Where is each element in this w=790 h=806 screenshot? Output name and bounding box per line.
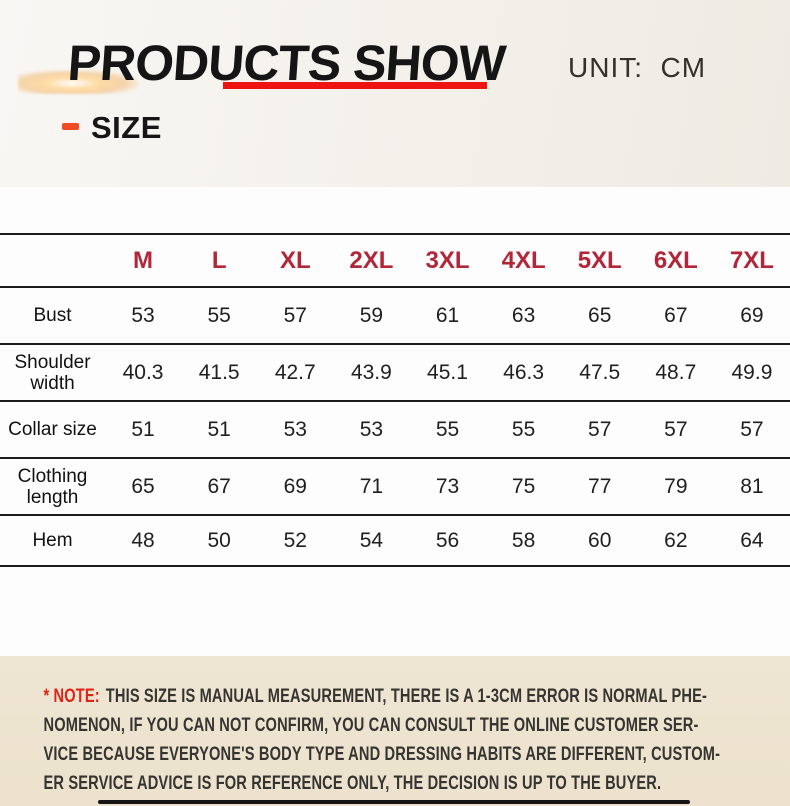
note-line: * NOTE: THIS SIZE IS MANUAL MEASUREMENT, … bbox=[43, 682, 707, 711]
page-title: PRODUCTS SHOW bbox=[65, 35, 507, 91]
size-value-cell: 57 bbox=[283, 303, 307, 327]
size-header-cell: 2XL bbox=[349, 246, 394, 274]
note-section: * NOTE: THIS SIZE IS MANUAL MEASUREMENT, … bbox=[0, 656, 790, 806]
size-value-cell: 56 bbox=[435, 528, 460, 552]
note-line: VICE BECAUSE EVERYONE'S BODY TYPE AND DR… bbox=[43, 743, 721, 765]
table-row-collar-size: Collar size 51 51 53 53 55 55 57 57 57 bbox=[0, 400, 790, 457]
dash-icon bbox=[62, 123, 79, 130]
size-header-row: M L XL 2XL 3XL 4XL 5XL 6XL 7XL bbox=[0, 233, 790, 286]
size-value-cell: 53 bbox=[359, 417, 384, 441]
size-value-cell: 57 bbox=[740, 417, 764, 441]
size-value-cell: 67 bbox=[207, 474, 231, 498]
size-value-cell: 50 bbox=[207, 528, 231, 552]
size-value-cell: 48 bbox=[131, 528, 155, 552]
note-line: ER SERVICE ADVICE IS FOR REFERENCE ONLY,… bbox=[43, 772, 662, 794]
size-value-cell: 55 bbox=[435, 417, 460, 441]
size-value-cell: 53 bbox=[131, 303, 155, 327]
size-value-cell: 54 bbox=[359, 528, 384, 552]
size-header-cell: XL bbox=[279, 246, 311, 274]
unit-label: UNIT: CM bbox=[568, 52, 707, 83]
size-value-cell: 81 bbox=[740, 474, 764, 498]
note-line-text: THIS SIZE IS MANUAL MEASUREMENT, THERE I… bbox=[105, 685, 708, 707]
size-value-cell: 49.9 bbox=[731, 360, 773, 384]
size-value-cell: 45.1 bbox=[427, 360, 468, 384]
size-value-cell: 51 bbox=[207, 417, 231, 441]
size-value-cell: 79 bbox=[664, 474, 688, 498]
size-value-cell: 67 bbox=[664, 303, 688, 327]
size-value-cell: 62 bbox=[664, 528, 688, 552]
row-label: Collar size bbox=[8, 419, 97, 440]
size-value-cell: 69 bbox=[283, 474, 307, 498]
size-value-cell: 63 bbox=[511, 303, 536, 327]
size-value-cell: 55 bbox=[511, 417, 536, 441]
row-label: Clothing length bbox=[17, 465, 88, 508]
note-text: * NOTE: THIS SIZE IS MANUAL MEASUREMENT, … bbox=[0, 656, 721, 798]
size-value-cell: 42.7 bbox=[274, 360, 316, 384]
size-value-cell: 59 bbox=[359, 303, 384, 327]
size-value-cell: 47.5 bbox=[579, 360, 621, 384]
size-value-cell: 46.3 bbox=[503, 360, 545, 384]
size-value-cell: 40.3 bbox=[122, 360, 164, 384]
size-value-cell: 65 bbox=[588, 303, 612, 327]
size-value-cell: 57 bbox=[664, 417, 688, 441]
size-value-cell: 41.5 bbox=[198, 360, 240, 384]
table-row-clothing-length: Clothing length 65 67 69 71 73 75 77 79 … bbox=[0, 457, 790, 514]
size-value-cell: 71 bbox=[359, 474, 384, 498]
row-label: Hem bbox=[32, 530, 73, 551]
lens-flare-decoration bbox=[18, 70, 138, 94]
size-value-cell: 51 bbox=[131, 417, 155, 441]
size-value-cell: 73 bbox=[435, 474, 460, 498]
table-row-bust: Bust 53 55 57 59 61 63 65 67 69 bbox=[0, 286, 790, 343]
size-header-cell: 3XL bbox=[425, 246, 470, 274]
note-line: NOMENON, IF YOU CAN NOT CONFIRM, YOU CAN… bbox=[43, 714, 699, 736]
note-prefix: * NOTE: bbox=[43, 685, 100, 707]
size-value-cell: 69 bbox=[740, 303, 764, 327]
size-heading: SIZE bbox=[62, 110, 162, 146]
size-value-cell: 53 bbox=[283, 417, 307, 441]
bottom-divider bbox=[98, 800, 690, 804]
size-table: M L XL 2XL 3XL 4XL 5XL 6XL 7XL Bust 53 5… bbox=[0, 233, 790, 567]
size-value-cell: 60 bbox=[588, 528, 612, 552]
row-label: Shoulder width bbox=[14, 351, 91, 394]
size-value-cell: 43.9 bbox=[350, 360, 392, 384]
size-value-cell: 65 bbox=[131, 474, 155, 498]
size-value-cell: 58 bbox=[511, 528, 536, 552]
table-row-shoulder-width: Shoulder width 40.3 41.5 42.7 43.9 45.1 … bbox=[0, 343, 790, 400]
size-value-cell: 64 bbox=[740, 528, 764, 552]
size-value-cell: 52 bbox=[283, 528, 307, 552]
size-value-cell: 57 bbox=[588, 417, 612, 441]
size-header-cell: L bbox=[211, 246, 227, 274]
size-value-cell: 48.7 bbox=[655, 360, 697, 384]
size-header-cell: 4XL bbox=[501, 246, 546, 274]
row-label: Bust bbox=[33, 305, 72, 326]
size-value-cell: 77 bbox=[588, 474, 612, 498]
size-header-cell: 6XL bbox=[653, 246, 698, 274]
size-heading-label: SIZE bbox=[91, 110, 162, 145]
size-value-cell: 75 bbox=[511, 474, 536, 498]
size-value-cell: 61 bbox=[435, 303, 460, 327]
table-row-hem: Hem 48 50 52 54 56 58 60 62 64 bbox=[0, 514, 790, 567]
size-header-cell: 5XL bbox=[577, 246, 622, 274]
size-header-cell: M bbox=[133, 246, 154, 274]
size-header-cell: 7XL bbox=[729, 246, 774, 274]
title-underline bbox=[223, 82, 487, 89]
hero-section: PRODUCTS SHOW UNIT: CM SIZE bbox=[0, 0, 790, 187]
table-section: M L XL 2XL 3XL 4XL 5XL 6XL 7XL Bust 53 5… bbox=[0, 233, 790, 656]
size-value-cell: 55 bbox=[207, 303, 231, 327]
